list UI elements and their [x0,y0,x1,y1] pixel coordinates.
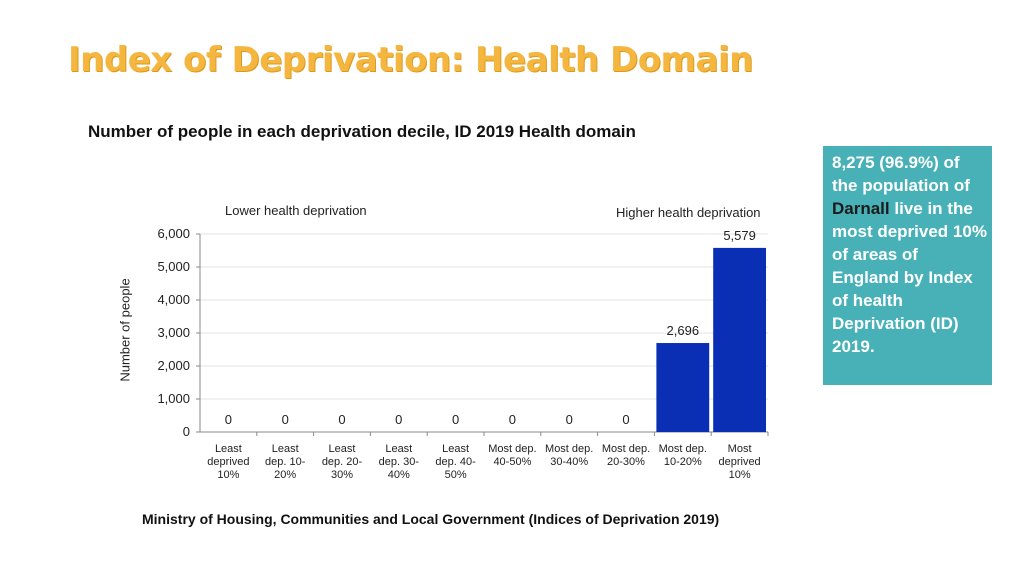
x-tick-label: Least dep. 20-30% [322,443,363,481]
x-tick-label-line: Least [329,443,356,455]
data-label: 5,579 [723,228,756,243]
callout-line2: live in the most deprived 10% of areas o… [832,199,987,356]
callout-highlight: Darnall [832,199,890,218]
source-note: Ministry of Housing, Communities and Loc… [142,511,720,527]
x-tick-label: Least deprived 10% [207,443,249,481]
x-tick-label: Most dep. 20-30% [602,443,650,468]
x-tick-label-line: Most dep. [545,443,593,455]
x-tick-label-line: 30-40% [550,456,588,468]
x-tick-label-line: Most dep. [659,443,707,455]
x-tick-label-line: 10% [729,469,751,481]
y-tick-label: 0 [183,424,190,439]
x-tick-label-line: 40-50% [493,456,531,468]
callout-box: 8,275 (96.9%) of the population of Darna… [823,146,992,385]
x-tick-label-line: deprived [207,456,249,468]
x-tick-label: Least dep. 40-50% [435,443,476,481]
y-tick-label: 2,000 [157,358,190,373]
chart-title: Number of people in each deprivation dec… [88,122,636,141]
callout-text: 8,275 (96.9%) of the population of Darna… [832,151,988,358]
y-tick-label: 5,000 [157,259,190,274]
x-tick-label: Most dep. 10-20% [659,443,707,468]
bar [713,247,767,432]
x-tick-label-line: 50% [445,469,467,481]
x-tick-label-line: deprived [718,456,760,468]
x-tick-label: Most dep. 40-50% [488,443,536,468]
data-label: 0 [509,412,516,427]
x-tick-label-line: Most dep. [488,443,536,455]
y-tick-label: 3,000 [157,325,190,340]
x-tick-label-line: dep. 40- [435,456,476,468]
y-tick-label: 1,000 [157,391,190,406]
x-tick-label-line: Least [272,443,299,455]
x-tick-label-line: Most dep. [602,443,650,455]
x-tick-label: Least dep. 10-20% [265,443,306,481]
x-tick-label-line: dep. 10- [265,456,306,468]
y-tick-label: 6,000 [157,226,190,241]
x-tick-label-line: 30% [331,469,353,481]
x-tick-label-line: 10-20% [664,456,702,468]
x-tick-label-line: dep. 20- [322,456,363,468]
x-tick-label-line: Least [442,443,469,455]
x-tick-label-line: 40% [388,469,410,481]
bar [656,343,710,432]
annotation-higher-deprivation: Higher health deprivation [616,205,761,220]
x-tick-label-line: Least [215,443,242,455]
data-label: 0 [622,412,629,427]
callout-line1: 8,275 (96.9%) of the population of [832,153,970,195]
x-tick-label: Most deprived 10% [718,443,760,481]
data-label: 0 [338,412,345,427]
slide-title: Index of Deprivation: Health Domain [68,40,753,80]
y-tick-label: 4,000 [157,292,190,307]
x-tick-label-line: dep. 30- [379,456,420,468]
annotation-lower-deprivation: Lower health deprivation [225,203,367,218]
x-tick-label-line: 20% [274,469,296,481]
x-tick-label-line: Most [728,443,752,455]
data-label: 2,696 [667,323,700,338]
x-tick-label: Least dep. 30-40% [379,443,420,481]
data-label: 0 [566,412,573,427]
data-label: 0 [452,412,459,427]
x-tick-label-line: 20-30% [607,456,645,468]
data-label: 0 [225,412,232,427]
x-tick-label-line: Least [385,443,412,455]
data-label: 0 [282,412,289,427]
x-tick-label-line: 10% [217,469,239,481]
x-tick-label: Most dep. 30-40% [545,443,593,468]
data-label: 0 [395,412,402,427]
